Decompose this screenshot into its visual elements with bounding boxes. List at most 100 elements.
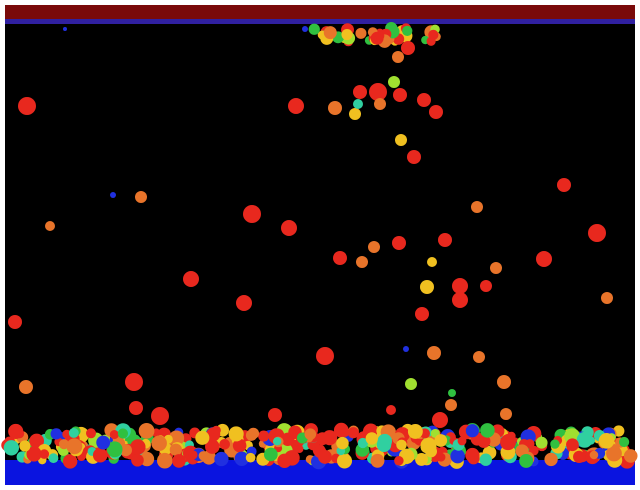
particle bbox=[392, 236, 406, 250]
particle bbox=[188, 450, 197, 459]
particle bbox=[118, 428, 128, 438]
particle bbox=[248, 428, 259, 439]
particle bbox=[199, 451, 208, 460]
particle bbox=[452, 278, 468, 294]
particle bbox=[371, 454, 385, 468]
particle bbox=[353, 85, 367, 99]
particle bbox=[536, 251, 552, 267]
particle bbox=[19, 380, 33, 394]
particle bbox=[427, 37, 436, 46]
particle bbox=[139, 423, 155, 439]
particle bbox=[490, 262, 502, 274]
particle bbox=[466, 424, 479, 437]
particle bbox=[51, 428, 62, 439]
particle bbox=[401, 41, 415, 55]
particle bbox=[110, 192, 116, 198]
particle bbox=[355, 28, 366, 39]
particle bbox=[480, 454, 492, 466]
particle bbox=[395, 134, 407, 146]
particle bbox=[536, 437, 548, 449]
particle bbox=[619, 437, 629, 447]
particle bbox=[388, 76, 400, 88]
particle bbox=[394, 456, 403, 465]
particle bbox=[519, 454, 533, 468]
particle bbox=[500, 434, 516, 450]
particle bbox=[396, 440, 407, 451]
particle bbox=[392, 51, 404, 63]
particle bbox=[131, 454, 144, 467]
particle bbox=[566, 438, 579, 451]
particle bbox=[305, 428, 317, 440]
particle bbox=[151, 407, 169, 425]
particle bbox=[427, 346, 441, 360]
particle bbox=[236, 295, 252, 311]
particle bbox=[157, 453, 173, 469]
particle bbox=[277, 454, 291, 468]
particle bbox=[170, 444, 182, 456]
top-edge bbox=[5, 19, 635, 24]
particle bbox=[405, 378, 417, 390]
particle bbox=[281, 220, 297, 236]
particle bbox=[402, 26, 412, 36]
particle bbox=[368, 241, 380, 253]
particle bbox=[445, 399, 457, 411]
particle bbox=[328, 101, 342, 115]
particle bbox=[69, 428, 79, 438]
particle bbox=[66, 438, 82, 454]
particle bbox=[550, 439, 559, 448]
particle bbox=[366, 432, 378, 444]
particle bbox=[497, 375, 511, 389]
particle bbox=[375, 31, 384, 40]
particle bbox=[407, 150, 421, 164]
particle bbox=[573, 451, 585, 463]
particle bbox=[420, 280, 434, 294]
particle bbox=[258, 430, 269, 441]
particle bbox=[473, 351, 485, 363]
particle bbox=[601, 292, 613, 304]
particle bbox=[63, 27, 67, 31]
particle bbox=[86, 428, 96, 438]
particle bbox=[415, 307, 429, 321]
particle bbox=[377, 434, 392, 449]
particle bbox=[500, 408, 512, 420]
particle bbox=[129, 401, 143, 415]
particle bbox=[4, 440, 19, 455]
particle bbox=[577, 432, 593, 448]
particle bbox=[465, 448, 479, 462]
particle bbox=[172, 454, 186, 468]
particle bbox=[480, 423, 495, 438]
particle bbox=[356, 256, 368, 268]
particle bbox=[322, 430, 337, 445]
particle bbox=[8, 315, 22, 329]
particle bbox=[212, 426, 221, 435]
particle bbox=[110, 430, 119, 439]
particle bbox=[438, 233, 452, 247]
particle bbox=[333, 251, 347, 265]
particle bbox=[417, 93, 431, 107]
particle bbox=[39, 449, 49, 459]
particle bbox=[214, 452, 228, 466]
particle bbox=[318, 450, 332, 464]
particle bbox=[268, 408, 282, 422]
particle bbox=[324, 26, 337, 39]
particle bbox=[624, 449, 638, 463]
particle bbox=[288, 98, 304, 114]
particle bbox=[557, 178, 571, 192]
particle bbox=[264, 448, 278, 462]
particle bbox=[353, 99, 363, 109]
particle bbox=[19, 440, 30, 451]
particle bbox=[195, 431, 209, 445]
particle bbox=[229, 426, 244, 441]
particle bbox=[427, 257, 437, 267]
particle bbox=[246, 453, 256, 463]
simulation-area bbox=[5, 5, 635, 485]
particle bbox=[590, 451, 599, 460]
particle bbox=[316, 347, 334, 365]
particle bbox=[393, 88, 407, 102]
particle bbox=[452, 292, 468, 308]
particle bbox=[432, 412, 448, 428]
particle bbox=[341, 29, 352, 40]
particle bbox=[588, 224, 606, 242]
particle bbox=[18, 97, 36, 115]
particle bbox=[429, 105, 443, 119]
